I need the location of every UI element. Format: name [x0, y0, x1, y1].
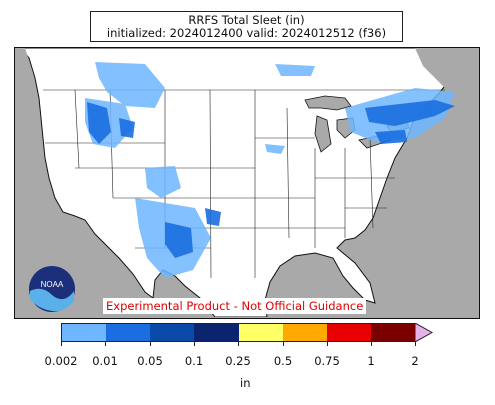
colorbar-seg-4 [238, 324, 283, 341]
colorbar-seg-7 [370, 324, 415, 341]
tick-label-4: 0.25 [225, 354, 251, 368]
tick-7 [371, 342, 372, 346]
noaa-logo-text: NOAA [41, 280, 64, 289]
baja-gulf [87, 238, 137, 317]
noaa-logo-icon: NOAA [29, 266, 75, 312]
sleet-medium [87, 100, 455, 258]
colorbar [61, 323, 416, 342]
tick-label-6: 0.75 [314, 354, 340, 368]
tick-5 [283, 342, 284, 346]
tick-2 [150, 342, 151, 346]
map-panel [14, 47, 480, 319]
tick-label-5: 0.5 [273, 354, 293, 368]
colorbar-seg-5 [282, 324, 327, 341]
atlantic-north [415, 48, 478, 108]
tick-8 [415, 342, 416, 346]
colorbar-extend-arrow [415, 323, 433, 342]
colorbar-ticks: 0.002 0.01 0.05 0.1 0.25 0.5 0.75 1 2 [0, 342, 495, 368]
colorbar-seg-2 [150, 324, 195, 341]
land-north-america [15, 48, 478, 317]
tick-label-0: 0.002 [44, 354, 78, 368]
map-title: RRFS Total Sleet (in) [188, 13, 305, 27]
tick-label-3: 0.1 [184, 354, 204, 368]
colorbar-unit-label: in [240, 376, 251, 390]
colorbar-extend-triangle [415, 323, 433, 342]
colorbar-seg-0 [62, 324, 107, 341]
map-subtitle: initialized: 2024012400 valid: 202401251… [106, 26, 387, 40]
colorbar-seg-6 [326, 324, 371, 341]
tick-label-1: 0.01 [92, 354, 118, 368]
map-title-box: RRFS Total Sleet (in) initialized: 20240… [90, 11, 403, 42]
colorbar-seg-1 [106, 324, 151, 341]
tick-label-2: 0.05 [137, 354, 163, 368]
noaa-logo: NOAA [20, 265, 84, 313]
tick-0 [61, 342, 62, 346]
tick-6 [327, 342, 328, 346]
tick-3 [194, 342, 195, 346]
pacific-ocean [15, 48, 77, 248]
us-map [15, 48, 478, 317]
tick-label-7: 1 [367, 354, 375, 368]
tick-label-8: 2 [411, 354, 419, 368]
tick-4 [238, 342, 239, 346]
disclaimer-label: Experimental Product - Not Official Guid… [103, 298, 367, 314]
tick-1 [105, 342, 106, 346]
colorbar-seg-3 [194, 324, 239, 341]
